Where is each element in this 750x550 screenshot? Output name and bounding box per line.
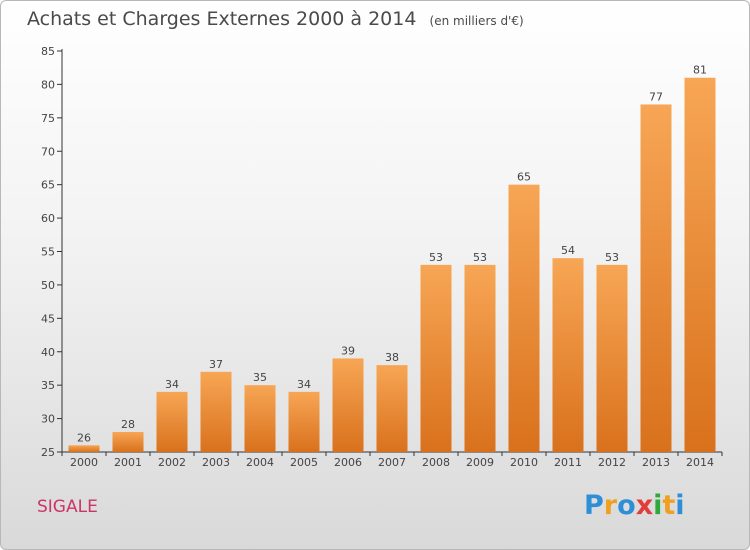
bar: [420, 264, 452, 452]
data-label: 35: [253, 371, 267, 384]
bar: [112, 431, 144, 452]
y-tick-label: 70: [41, 145, 55, 158]
data-label: 53: [429, 251, 443, 264]
bar: [640, 104, 672, 452]
bars: [68, 77, 716, 452]
bar: [68, 445, 100, 452]
chart-unit-note: (en milliers d'€): [429, 14, 524, 28]
bar: [288, 391, 320, 452]
data-label: 28: [121, 418, 135, 431]
chart-title: Achats et Charges Externes 2000 à 2014 (…: [27, 8, 524, 30]
data-label: 53: [473, 251, 487, 264]
data-labels: 26 28 34 37 35 34 39 38 53 53 65 54 53 77 81: [77, 64, 707, 445]
bar: [552, 258, 584, 452]
bar: [200, 371, 232, 452]
bar: [596, 264, 628, 452]
y-tick-label: 35: [41, 379, 55, 392]
bar: [156, 391, 188, 452]
logo-letter: x: [635, 490, 654, 521]
data-label: 34: [165, 378, 179, 391]
data-label: 39: [341, 344, 355, 357]
x-tick-label: 2007: [378, 456, 406, 469]
x-tick-label: 2012: [598, 456, 626, 469]
logo-letter: t: [662, 490, 676, 521]
data-label: 37: [209, 358, 223, 371]
data-label: 77: [649, 90, 663, 103]
x-tick-label: 2009: [466, 456, 494, 469]
y-tick-label: 40: [41, 346, 55, 359]
y-tick-label: 30: [41, 413, 55, 426]
data-label: 65: [517, 171, 531, 184]
commune-name: SIGALE: [37, 497, 98, 517]
data-label: 53: [605, 251, 619, 264]
x-tick-label: 2004: [246, 456, 274, 469]
x-tick-label: 2001: [114, 456, 142, 469]
data-label: 38: [385, 351, 399, 364]
x-tick-label: 2014: [686, 456, 714, 469]
proxiti-logo[interactable]: Proxiti: [584, 490, 685, 521]
data-label: 54: [561, 244, 575, 257]
bar: [684, 77, 716, 452]
x-tick-label: 2006: [334, 456, 362, 469]
y-tick-label: 80: [41, 78, 55, 91]
x-tick-label: 2011: [554, 456, 582, 469]
y-tick-label: 60: [41, 212, 55, 225]
y-tick-label: 25: [41, 446, 55, 459]
x-tick-label: 2002: [158, 456, 186, 469]
x-tick-label: 2005: [290, 456, 318, 469]
bar: [332, 358, 364, 452]
y-tick-label: 55: [41, 246, 55, 259]
data-label: 26: [77, 431, 91, 444]
y-tick-label: 75: [41, 112, 55, 125]
data-label: 34: [297, 378, 311, 391]
bar: [464, 264, 496, 452]
x-tick-label: 2010: [510, 456, 538, 469]
x-tick-label: 2000: [70, 456, 98, 469]
data-label: 81: [693, 64, 707, 77]
chart-title-text: Achats et Charges Externes 2000 à 2014: [27, 8, 417, 30]
logo-letter: i: [653, 490, 663, 521]
y-tick-label: 65: [41, 179, 55, 192]
logo-letter: P: [584, 490, 604, 521]
bar: [508, 184, 540, 452]
x-tick-label: 2013: [642, 456, 670, 469]
x-tick-label: 2003: [202, 456, 230, 469]
logo-letter: i: [675, 490, 685, 521]
bar: [244, 385, 276, 452]
y-tick-label: 45: [41, 312, 55, 325]
x-tick-label: 2008: [422, 456, 450, 469]
logo-letter: r: [603, 490, 618, 521]
y-tick-label: 85: [41, 45, 55, 58]
y-tick-label: 50: [41, 279, 55, 292]
bar: [376, 365, 408, 452]
logo-letter: o: [617, 490, 636, 521]
